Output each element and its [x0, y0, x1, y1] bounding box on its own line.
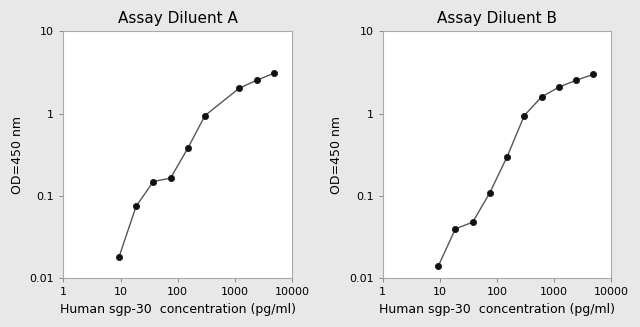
- Title: Assay Diluent B: Assay Diluent B: [437, 11, 557, 26]
- X-axis label: Human sgp-30  concentration (pg/ml): Human sgp-30 concentration (pg/ml): [60, 303, 296, 316]
- Y-axis label: OD=450 nm: OD=450 nm: [330, 116, 344, 194]
- Title: Assay Diluent A: Assay Diluent A: [118, 11, 237, 26]
- Y-axis label: OD=450 nm: OD=450 nm: [11, 116, 24, 194]
- X-axis label: Human sgp-30  concentration (pg/ml): Human sgp-30 concentration (pg/ml): [379, 303, 615, 316]
